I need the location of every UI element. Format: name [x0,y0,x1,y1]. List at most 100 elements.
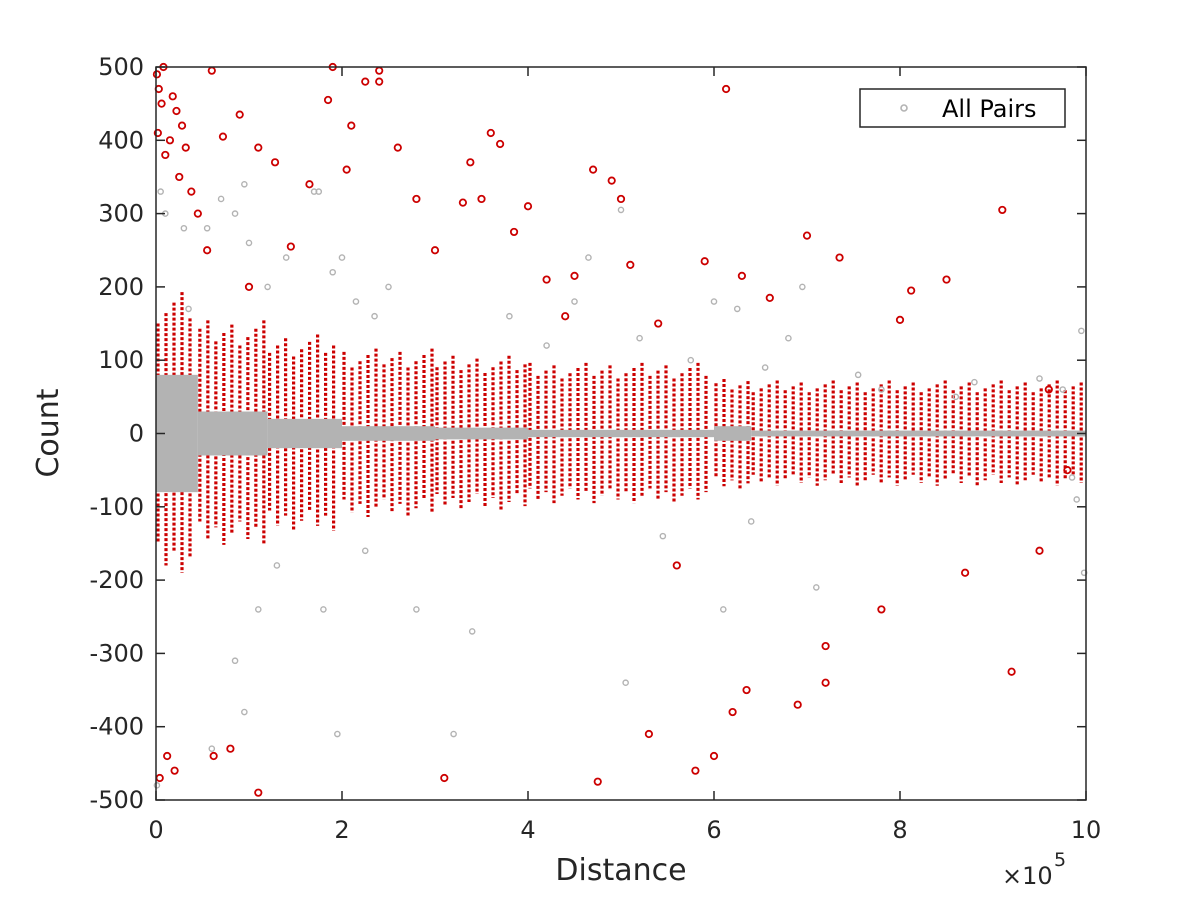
all-pairs-point [687,356,695,364]
highlight-point [175,172,184,182]
highlight-point [593,777,602,786]
axis-ticks: 0 2 4 6 8 10 500 400 300 200 100 0 -100 -200 -300 -400 -… [90,53,1102,844]
all-pairs-point [952,393,960,401]
highlight-point [709,751,719,761]
x-exponent-label: ×10 [1002,862,1053,890]
highlight-point [375,77,384,86]
x-tick-label: 10 [1071,816,1102,844]
highlight-point [644,729,654,739]
all-pairs-point [761,364,769,371]
all-pairs-point [636,334,643,342]
all-pairs-point [785,334,792,342]
highlight-point [616,194,626,204]
y-tick-label: 500 [98,53,144,81]
highlight-point [270,158,280,167]
highlight-point [765,293,774,302]
highlight-point [440,773,449,783]
all-pairs-point [153,782,161,789]
highlight-point [177,121,187,130]
all-pairs-point [971,378,978,386]
x-exponent-power: 5 [1054,849,1066,871]
highlight-point [802,231,812,240]
all-pairs-point [217,195,225,203]
highlight-point [1063,466,1072,475]
y-tick-label: 400 [98,126,144,154]
highlight-point [821,678,830,687]
all-pairs-point [352,298,360,305]
all-pairs-point [254,606,262,613]
all-pairs-point [450,730,457,738]
y-tick-label: -400 [90,713,144,741]
highlight-point [700,257,709,266]
all-pairs-point [245,239,253,247]
y-tick-label: -100 [90,493,144,521]
highlight-point [821,641,830,651]
all-pairs-point [506,312,513,320]
all-pairs-point [720,606,727,613]
highlight-point [430,246,440,255]
highlight-point [226,744,235,753]
highlight-point [157,99,166,108]
highlight-point [737,271,747,281]
all-pairs-point [361,547,369,555]
highlight-point [209,751,218,761]
all-pairs-point [659,532,667,540]
x-tick-label: 6 [706,816,721,844]
all-pairs-point [1068,474,1076,481]
highlight-point [835,253,844,262]
highlight-point [193,209,202,218]
band-core-gray [528,429,714,438]
all-pairs-point [208,745,216,752]
y-tick-label: 100 [98,346,144,374]
highlight-point [1035,546,1044,555]
all-pairs-point [468,628,476,635]
highlight-point [218,132,228,141]
y-tick-label: -200 [90,566,144,594]
highlight-point [165,136,175,145]
all-pairs-point [334,730,341,738]
highlight-point [509,227,519,237]
all-pairs-point [180,224,188,232]
all-pairs-point [1073,496,1080,503]
highlight-point [1044,385,1053,394]
highlight-point [691,766,700,775]
y-tick-label: 300 [98,200,144,228]
highlight-point [153,128,162,138]
highlight-point [570,271,579,281]
x-axis-label: Distance [555,853,686,888]
all-pairs-point [338,254,346,261]
highlight-point [323,95,333,105]
all-pairs-point [1036,375,1043,382]
all-pairs-point [231,657,239,665]
highlight-point [793,700,802,709]
all-pairs-point [854,371,862,379]
all-pairs-points [153,180,1088,789]
all-pairs-point [371,312,378,320]
highlight-point [172,106,181,116]
x-tick-label: 4 [520,816,535,844]
highlight-point [895,315,905,324]
y-tick-label: 200 [98,273,144,301]
all-pairs-point [1078,327,1085,335]
all-pairs-point [617,206,625,214]
highlight-point [607,176,616,185]
highlight-point [561,312,570,321]
density-bands [156,292,1086,573]
highlight-point [181,143,190,152]
highlight-point [244,282,254,291]
highlight-point [523,202,533,211]
all-pairs-point [320,606,327,613]
all-pairs-point [571,298,578,305]
highlight-point [393,143,402,152]
all-pairs-point [241,708,248,716]
highlight-point [1007,667,1016,676]
all-pairs-point [710,298,718,305]
all-pairs-point [157,188,164,195]
highlight-point [305,180,314,189]
highlight-point [960,568,970,577]
highlight-point [347,121,356,130]
all-pairs-point [733,305,741,313]
highlight-point [466,158,475,167]
all-pairs-point [622,679,629,687]
